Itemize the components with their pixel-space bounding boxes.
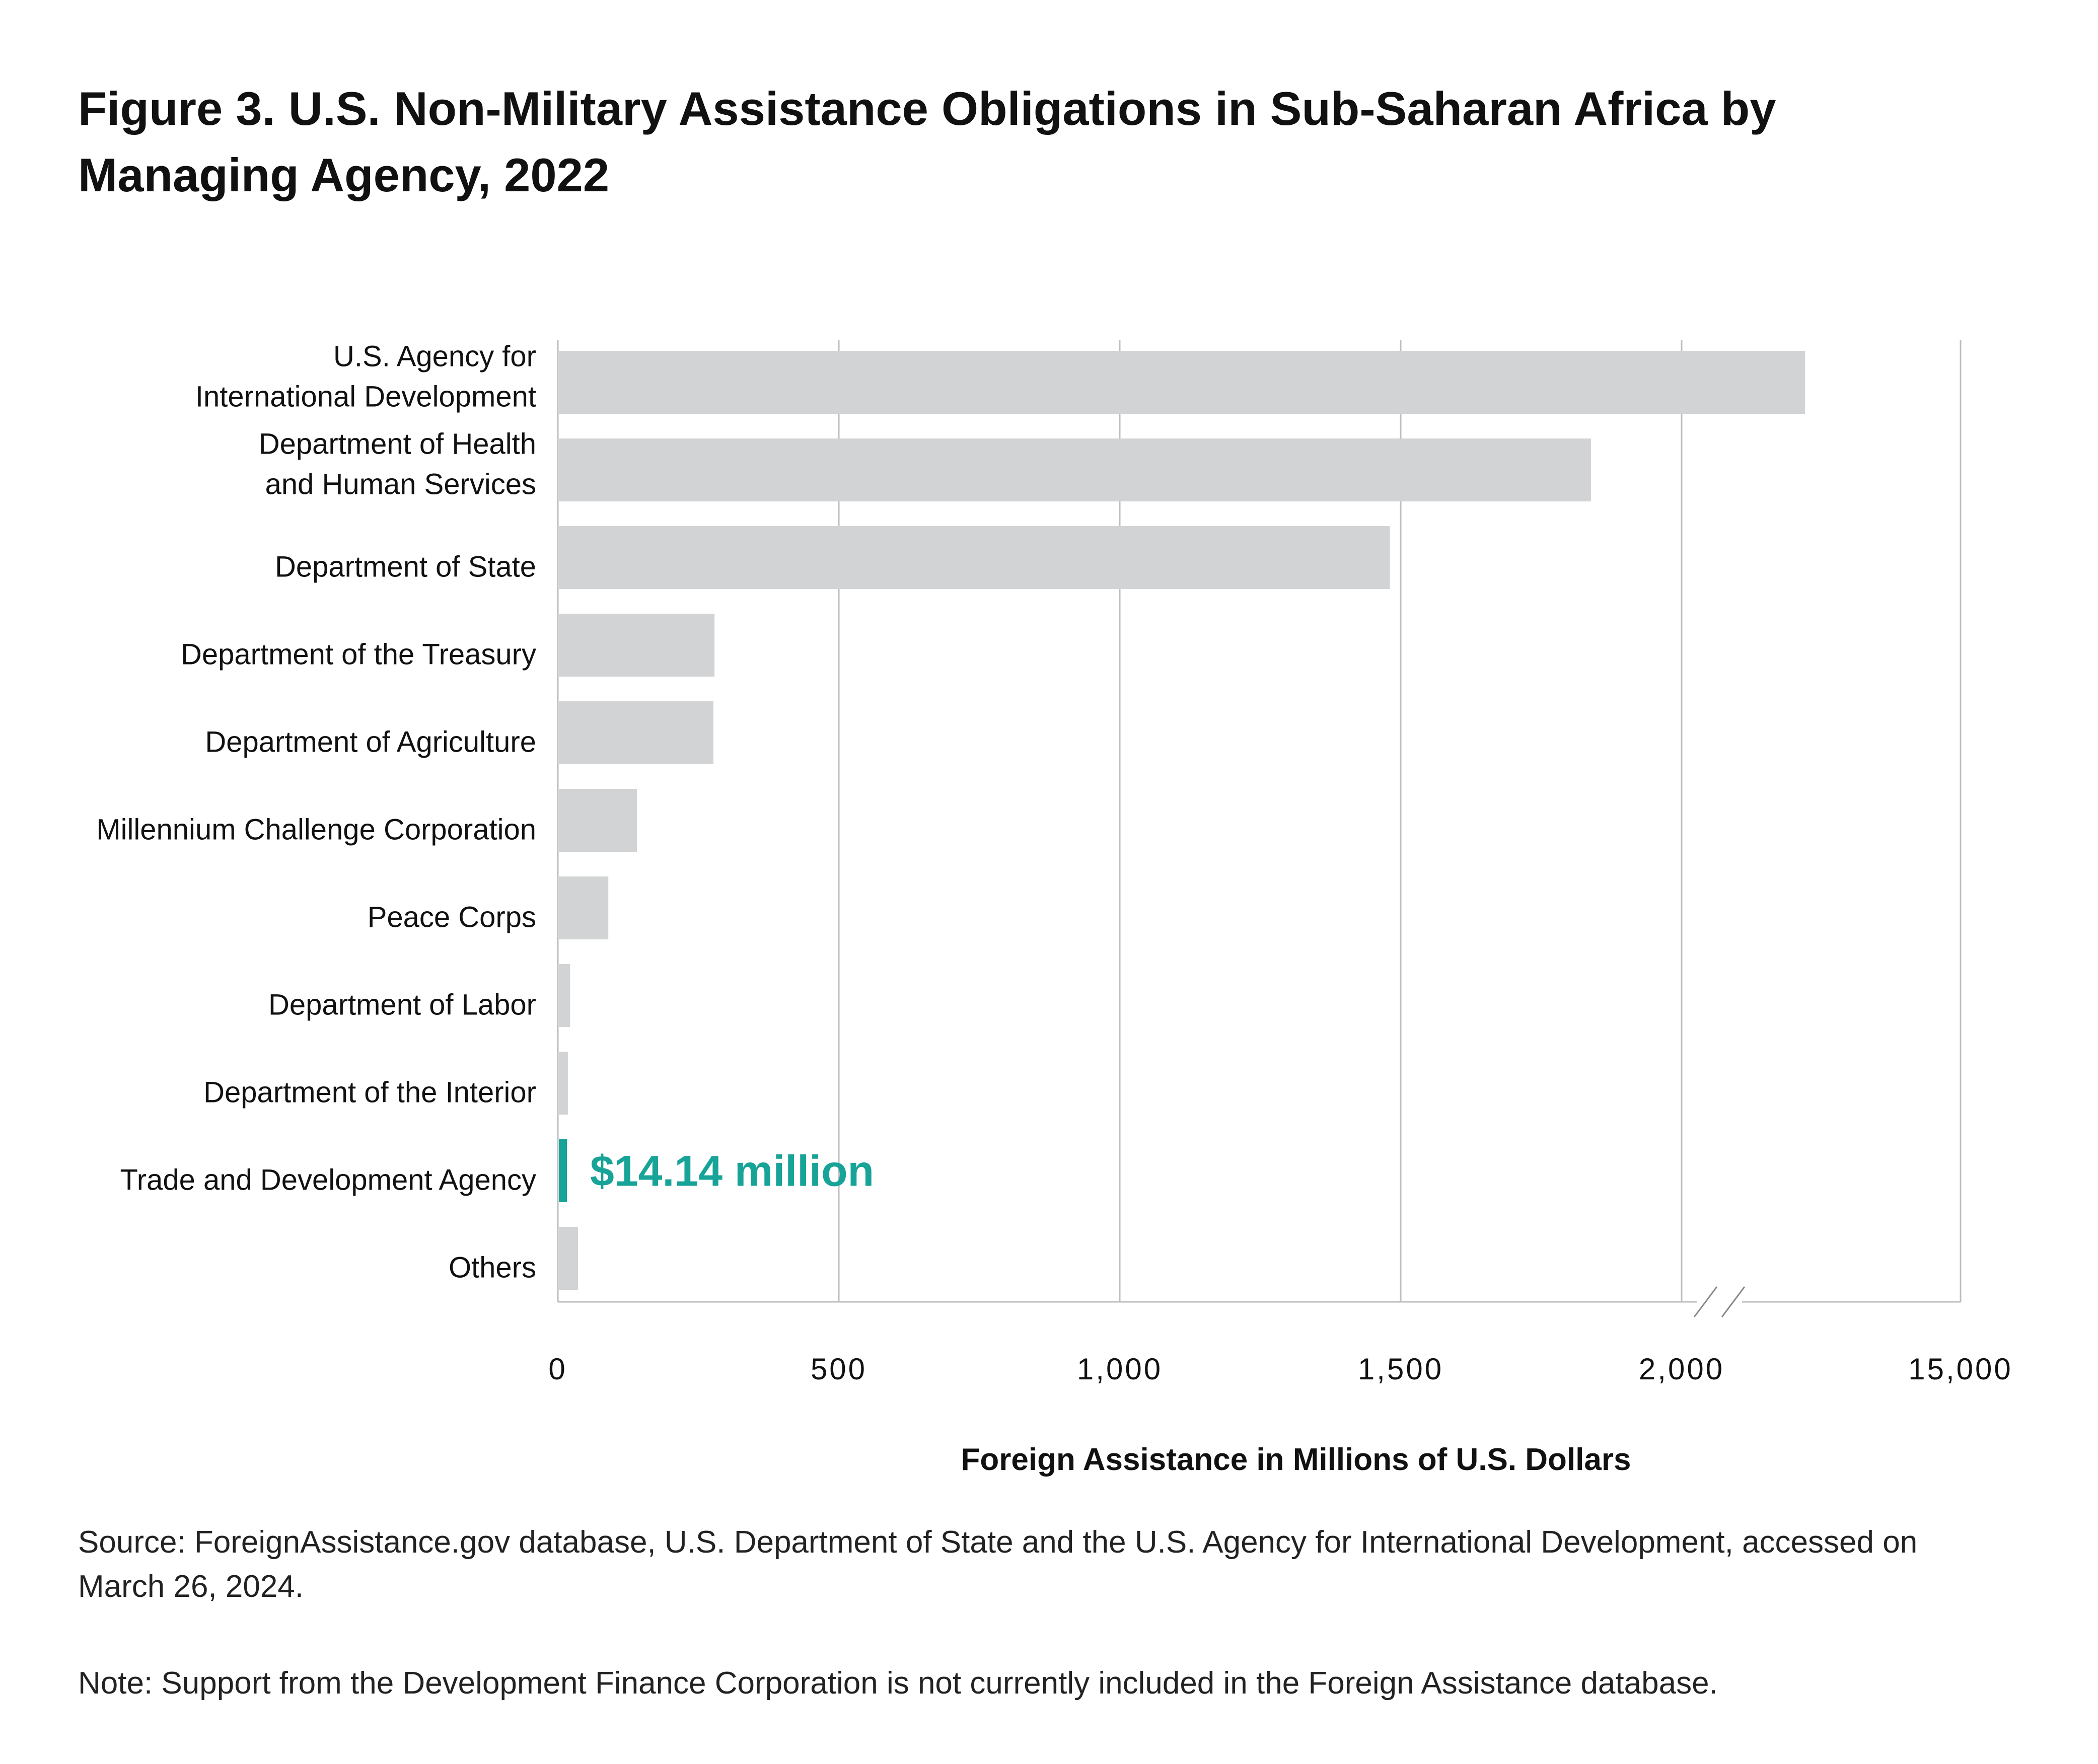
x-tick-label: 1,000 [1077,1352,1163,1386]
bar [559,964,570,1027]
y-category-label: Department of State [275,551,536,583]
x-tick-label: 0 [548,1352,567,1386]
y-category-label: Peace Corps [368,901,536,934]
axis-break-gap [1697,1300,1742,1304]
bar [559,526,1390,589]
chart-title: Figure 3. U.S. Non-Military Assistance O… [78,82,1776,201]
footnote: Note: Support from the Development Finan… [78,1666,1718,1701]
bar [559,351,1805,414]
data-label: $14.14 million [590,1147,874,1196]
y-category-label: Department of Agriculture [205,726,536,759]
bar [559,614,715,677]
y-category-label: Department of the Interior [203,1076,536,1109]
y-category-label: Trade and Development Agency [120,1164,536,1197]
y-category-label: Others [449,1252,536,1284]
bar [559,701,713,764]
y-category-label: Department of the Treasury [181,638,536,671]
bar [559,438,1591,501]
bar [559,789,637,852]
bar [559,876,609,939]
y-category-label: U.S. Agency for [333,340,536,373]
y-category-label: and Human Services [265,468,536,501]
y-category-label: International Development [195,381,536,413]
bar [559,1139,567,1202]
y-category-label: Department of Labor [268,989,536,1021]
bar [559,1227,578,1290]
y-category-label: Millennium Challenge Corporation [96,814,536,846]
axis-break-mark [1693,1286,1718,1317]
source-note: Source: ForeignAssistance.gov database, … [78,1525,1918,1604]
x-tick-label: 15,000 [1908,1352,2013,1386]
y-category-label: Department of Health [259,428,536,461]
x-tick-label: 500 [811,1352,867,1386]
x-tick-label: 2,000 [1639,1352,1724,1386]
axis-break-mark [1721,1286,1746,1317]
bar [559,1052,568,1115]
x-axis-title: Foreign Assistance in Millions of U.S. D… [961,1442,1631,1477]
x-tick-label: 1,500 [1358,1352,1443,1386]
